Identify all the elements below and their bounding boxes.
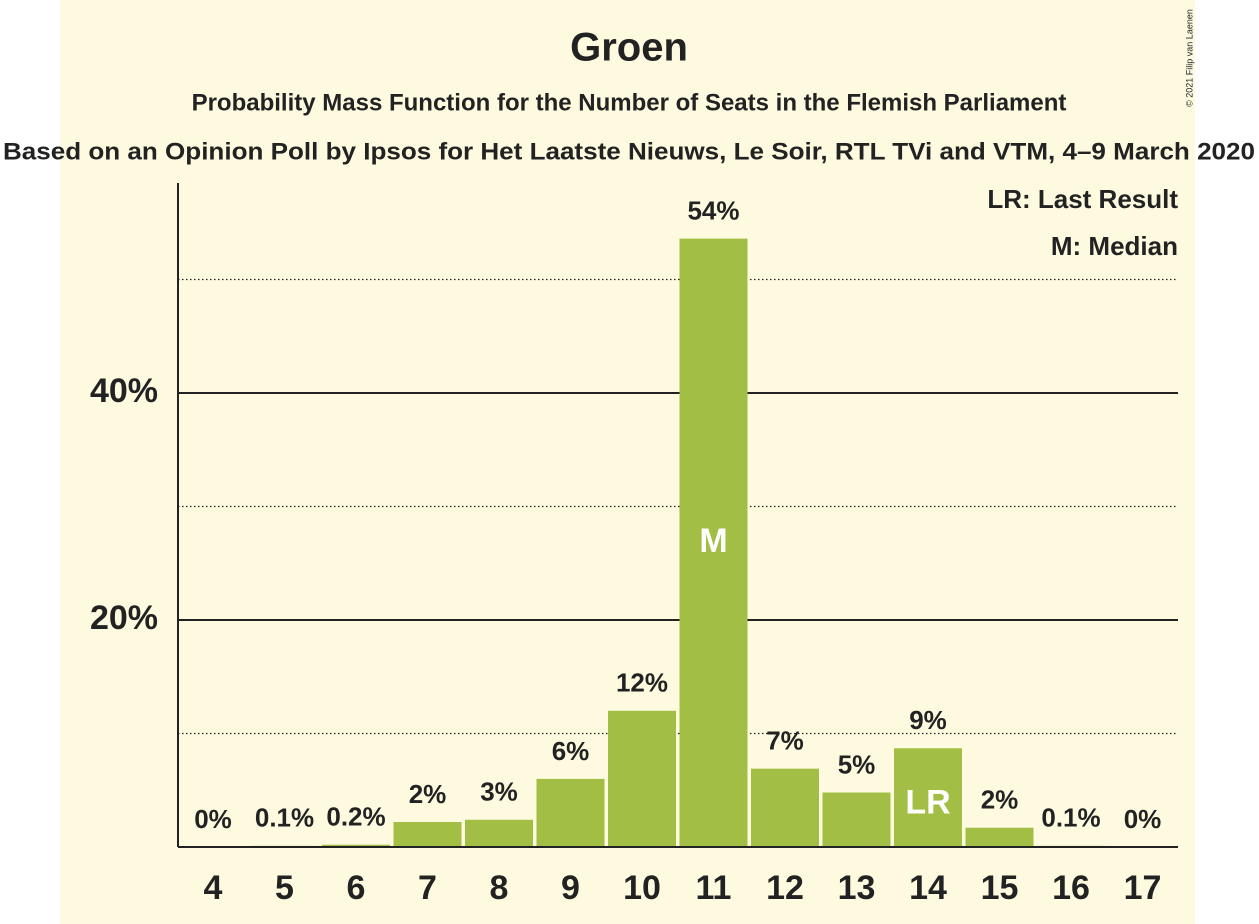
x-tick-label: 17 [1124,869,1162,907]
bar [894,748,962,847]
bar-annotation: M [699,522,727,560]
x-tick-label: 15 [981,869,1019,907]
x-tick-label: 6 [347,869,366,907]
value-label: 9% [909,705,947,735]
bar [751,768,819,847]
bar [679,238,748,848]
value-label: 2% [409,779,447,809]
x-tick-label: 5 [275,869,294,907]
y-tick-label: 40% [90,372,158,410]
value-label: 6% [552,736,590,766]
x-tick-label: 8 [490,869,509,907]
x-tick-label: 10 [623,869,661,907]
copyright: © 2021 Filip van Laenen [1184,9,1194,107]
bar [465,819,533,847]
x-tick-label: 9 [561,869,580,907]
x-tick-label: 16 [1052,869,1090,907]
value-label: 2% [981,785,1019,815]
value-label: 0.2% [326,802,385,832]
x-tick-label: 13 [838,869,876,907]
value-label: 0% [194,804,232,834]
y-tick-label: 20% [90,599,158,637]
chart-subtitle: Probability Mass Function for the Number… [192,89,1067,116]
bar [393,822,462,847]
x-tick-label: 7 [418,869,437,907]
value-label: 5% [838,749,876,779]
bar [965,827,1034,847]
bar [536,778,605,847]
x-tick-label: 14 [909,869,947,907]
value-label: 0% [1124,804,1162,834]
value-label: 0.1% [1041,803,1100,833]
legend-entry: M: Median [1051,231,1178,261]
value-label: 12% [616,668,668,698]
chart-title: Groen [570,26,688,70]
bar [822,792,891,847]
bar-annotation: LR [905,784,950,822]
x-tick-label: 4 [204,869,223,907]
x-tick-label: 11 [696,869,732,907]
legend-entry: LR: Last Result [987,184,1178,214]
value-label: 0.1% [255,803,314,833]
value-label: 54% [687,195,739,225]
bar [608,710,676,847]
value-label: 3% [480,777,518,807]
bar [322,844,390,847]
chart-source: Based on an Opinion Poll by Ipsos for He… [3,138,1255,165]
x-tick-label: 12 [766,869,804,907]
value-label: 7% [766,726,804,756]
